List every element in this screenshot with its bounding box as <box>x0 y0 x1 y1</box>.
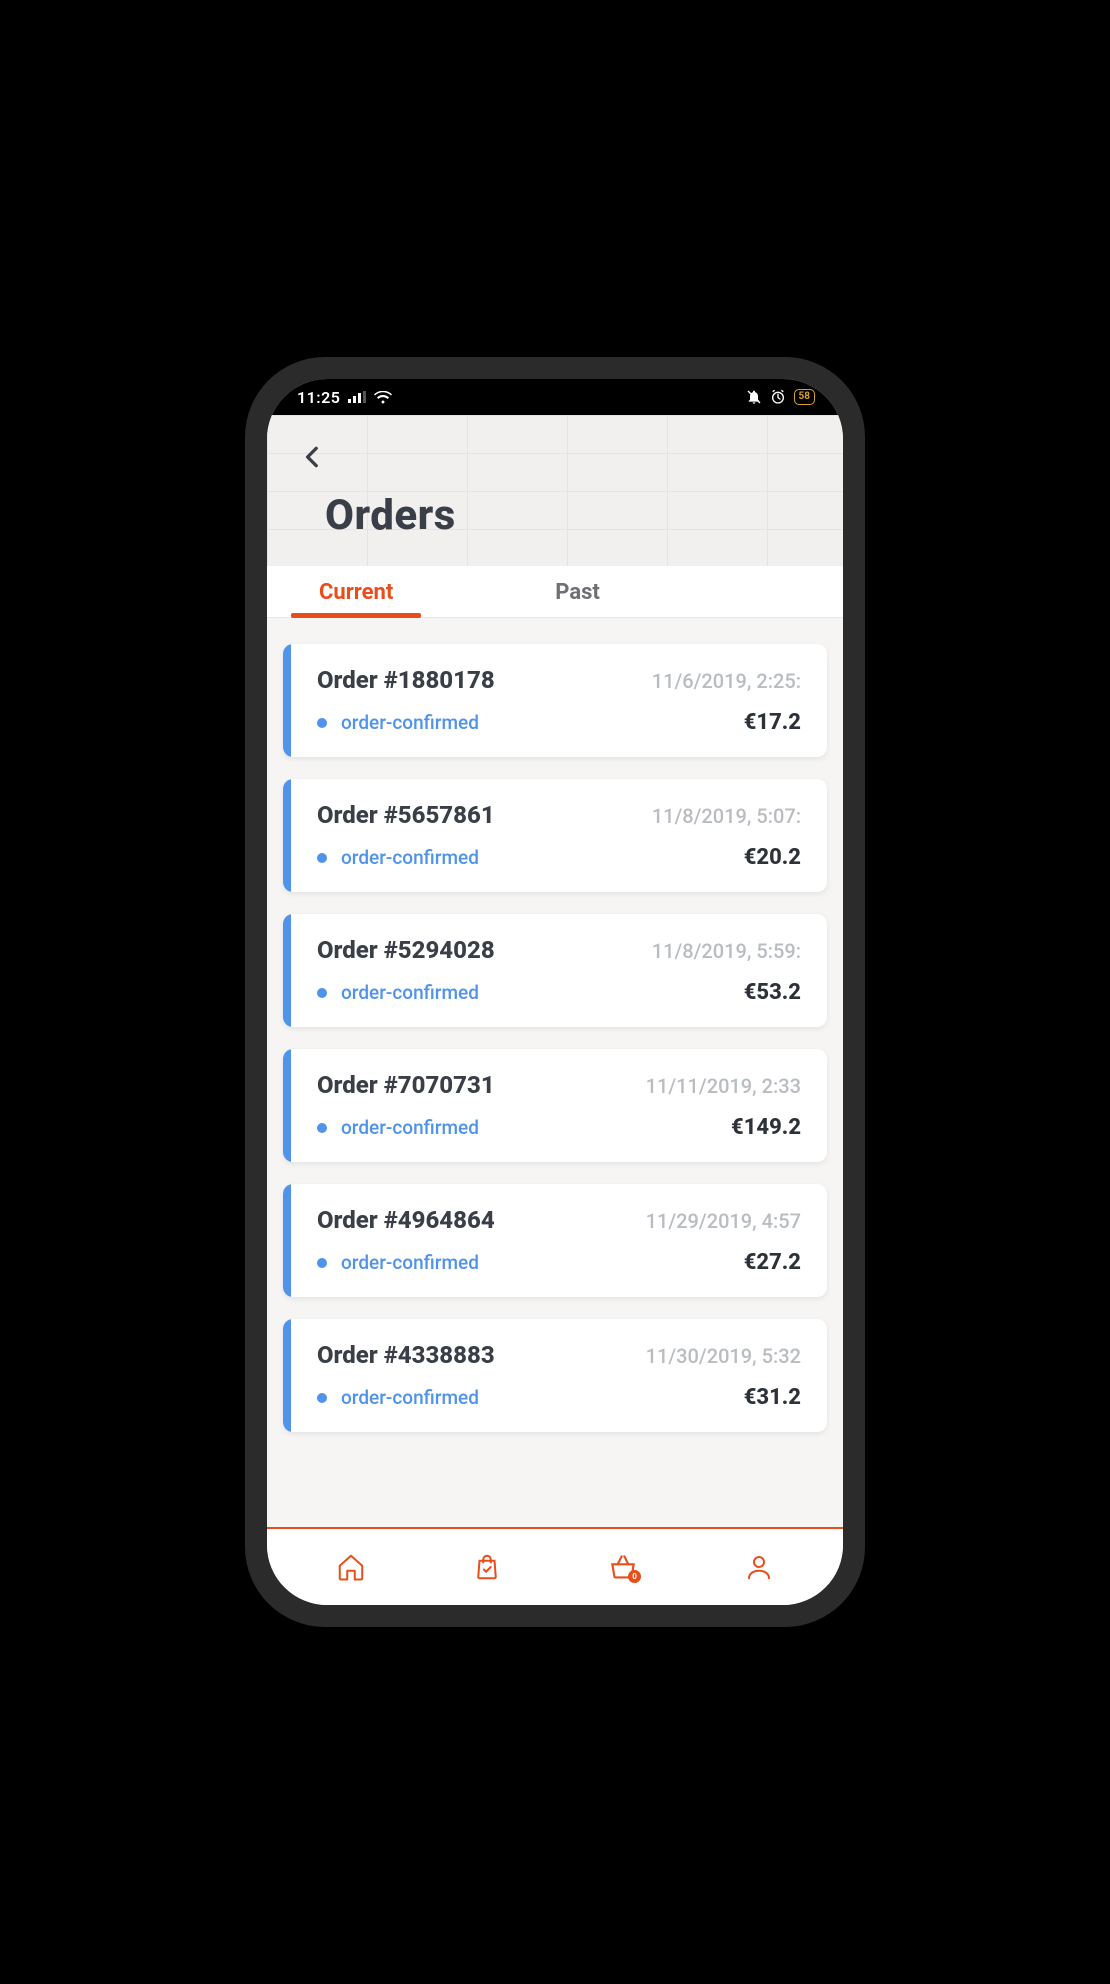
status-dot-icon <box>317 1123 327 1133</box>
order-card[interactable]: Order #5657861 11/8/2019, 5:07: order-co… <box>283 779 827 892</box>
order-status-text: order-confirmed <box>341 1251 479 1274</box>
tab-past[interactable]: Past <box>529 566 626 617</box>
mute-icon <box>746 389 762 405</box>
order-status: order-confirmed <box>317 1116 479 1139</box>
nav-profile[interactable] <box>737 1545 781 1589</box>
order-price: €17.2 <box>744 710 801 735</box>
order-card[interactable]: Order #1880178 11/6/2019, 2:25: order-co… <box>283 644 827 757</box>
order-number: Order #4964864 <box>317 1206 495 1234</box>
order-number: Order #5294028 <box>317 936 495 964</box>
order-card[interactable]: Order #4338883 11/30/2019, 5:32 order-co… <box>283 1319 827 1432</box>
order-price: €31.2 <box>744 1385 801 1410</box>
tabs: Current Past <box>267 566 843 618</box>
battery-level: 58 <box>794 389 815 405</box>
order-price: €27.2 <box>744 1250 801 1275</box>
order-status: order-confirmed <box>317 1251 479 1274</box>
order-price: €149.2 <box>731 1115 801 1140</box>
order-date: 11/8/2019, 5:07: <box>652 804 801 828</box>
order-card[interactable]: Order #7070731 11/11/2019, 2:33 order-co… <box>283 1049 827 1162</box>
order-number: Order #4338883 <box>317 1341 495 1369</box>
bottom-nav: 0 <box>267 1529 843 1605</box>
order-date: 11/11/2019, 2:33 <box>646 1074 801 1098</box>
status-dot-icon <box>317 1258 327 1268</box>
home-icon <box>336 1552 366 1582</box>
order-date: 11/8/2019, 5:59: <box>652 939 801 963</box>
order-card[interactable]: Order #4964864 11/29/2019, 4:57 order-co… <box>283 1184 827 1297</box>
order-date: 11/6/2019, 2:25: <box>652 669 801 693</box>
order-number: Order #5657861 <box>317 801 495 829</box>
order-status: order-confirmed <box>317 981 479 1004</box>
order-status: order-confirmed <box>317 846 479 869</box>
chevron-left-icon <box>300 444 326 470</box>
status-dot-icon <box>317 853 327 863</box>
tab-current[interactable]: Current <box>293 566 419 617</box>
order-card[interactable]: Order #5294028 11/8/2019, 5:59: order-co… <box>283 914 827 1027</box>
tab-label: Current <box>319 580 393 605</box>
order-status-text: order-confirmed <box>341 1116 479 1139</box>
page-header: Orders <box>267 415 843 566</box>
cellular-signal-icon <box>348 391 366 403</box>
wifi-icon <box>374 391 392 404</box>
shopping-bag-icon <box>472 1552 502 1582</box>
status-dot-icon <box>317 718 327 728</box>
order-status-text: order-confirmed <box>341 711 479 734</box>
status-dot-icon <box>317 1393 327 1403</box>
order-number: Order #1880178 <box>317 666 495 694</box>
nav-orders[interactable] <box>465 1545 509 1589</box>
order-status: order-confirmed <box>317 1386 479 1409</box>
tab-label: Past <box>555 580 600 605</box>
order-status-text: order-confirmed <box>341 981 479 1004</box>
device-screen: 11:25 <box>267 379 843 1605</box>
back-button[interactable] <box>285 429 341 485</box>
nav-basket[interactable]: 0 <box>601 1545 645 1589</box>
order-date: 11/29/2019, 4:57 <box>646 1209 801 1233</box>
order-date: 11/30/2019, 5:32 <box>646 1344 801 1368</box>
order-price: €20.2 <box>744 845 801 870</box>
page-title: Orders <box>267 485 843 566</box>
order-price: €53.2 <box>744 980 801 1005</box>
basket-count-badge: 0 <box>628 1570 641 1583</box>
status-time: 11:25 <box>297 388 340 407</box>
order-status: order-confirmed <box>317 711 479 734</box>
order-number: Order #7070731 <box>317 1071 495 1099</box>
device-frame: 11:25 <box>245 357 865 1627</box>
user-icon <box>744 1552 774 1582</box>
order-status-text: order-confirmed <box>341 846 479 869</box>
device-notch <box>410 379 700 415</box>
alarm-icon <box>770 389 786 405</box>
order-status-text: order-confirmed <box>341 1386 479 1409</box>
status-dot-icon <box>317 988 327 998</box>
nav-home[interactable] <box>329 1545 373 1589</box>
orders-list[interactable]: Order #1880178 11/6/2019, 2:25: order-co… <box>267 618 843 1527</box>
battery-icon: 58 <box>794 389 815 405</box>
